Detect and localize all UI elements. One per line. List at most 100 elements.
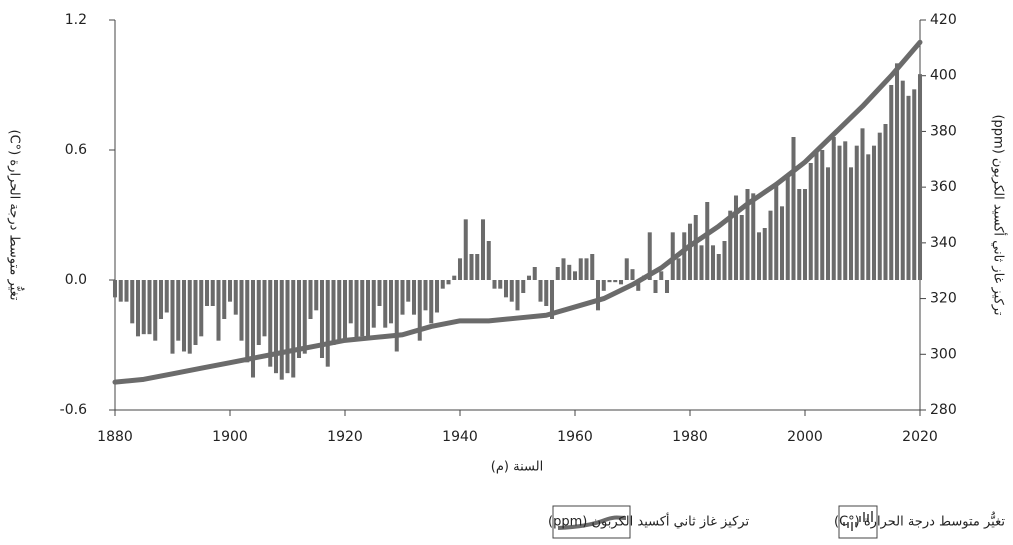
x-tick-label: 1940 [442,429,478,445]
bar [912,89,917,280]
bar [446,280,451,285]
bar [469,254,474,280]
bar [791,137,796,280]
bar [699,245,704,280]
bar [199,280,204,337]
bar [262,280,267,337]
bar [779,206,785,280]
y2-tick-label: 360 [930,179,957,195]
bar [337,280,342,341]
bar [837,145,842,280]
y2-tick-label: 280 [930,402,957,418]
bar [578,258,583,280]
bar [417,280,422,341]
bar [371,280,376,328]
bar [843,141,848,280]
bar [388,280,394,324]
bar [785,176,790,280]
bar [733,195,739,280]
bar [693,215,698,280]
bar [354,280,359,341]
bar [636,280,641,291]
bar [659,271,664,280]
bar [561,258,566,280]
y2-tick-label: 380 [930,123,957,139]
y2-axis-label: تركيز غاز ثاني أكسيد الكربون (ppm) [991,114,1008,315]
bar [112,280,118,298]
bar [549,280,555,319]
bar [722,241,727,280]
bar [130,280,135,324]
bar [538,280,543,302]
y-axis-label: تغيُّر متوسط درجة الحرارة (°C) [7,130,26,301]
bar [871,145,877,280]
bar [509,280,514,302]
bar [480,219,486,280]
bar [360,280,365,337]
bar [273,280,279,374]
bar [797,189,802,280]
bar [141,280,146,335]
bar [285,280,290,374]
bar [268,280,273,367]
bar [503,280,509,298]
legend-label: تركيز غاز ثاني أكسيد الكربون (ppm) [548,513,749,530]
bar [831,137,836,280]
bar [210,280,215,306]
bar [239,280,244,341]
bar [452,275,457,280]
y2-tick-label: 300 [930,346,957,362]
bar [434,280,440,313]
bar [176,280,181,341]
bar [630,269,635,280]
bar [216,280,221,341]
bar [222,280,227,319]
bar [894,63,900,281]
bar [365,280,371,339]
bar [492,280,497,289]
bar [906,95,911,280]
x-tick-label: 1920 [327,429,363,445]
y2-tick-label: 320 [930,291,957,307]
bar [411,280,417,315]
bar [291,280,296,378]
bar [521,280,526,293]
bar [348,280,353,324]
bar [808,163,813,280]
bar [400,280,405,315]
bar [676,258,681,280]
bar [314,280,319,311]
bar [710,245,716,280]
legend-box [552,505,631,539]
bar [687,223,693,280]
y2-tick-label: 420 [930,12,957,28]
bar [917,74,923,281]
bar [756,232,762,280]
bar [705,202,710,280]
bar [762,228,767,280]
x-axis-label: السنة (م) [491,460,543,475]
bar [118,280,123,302]
x-tick-label: 2020 [902,429,938,445]
bar [820,150,825,280]
bar [595,280,601,311]
x-tick-label: 1980 [672,429,708,445]
x-tick-label: 1880 [97,429,133,445]
bar [181,280,187,352]
y2-tick-label: 340 [930,235,957,251]
bar [308,280,313,319]
bar [227,280,233,302]
bar [250,280,256,378]
bar [751,193,756,280]
bar [135,280,141,337]
bar [590,254,595,280]
bar [768,210,773,280]
bar [572,271,578,280]
bar [153,280,158,341]
bar [440,280,445,289]
bar [526,275,532,280]
bar [319,280,325,358]
bar [854,145,859,280]
bar [647,232,652,280]
bar [124,280,129,302]
